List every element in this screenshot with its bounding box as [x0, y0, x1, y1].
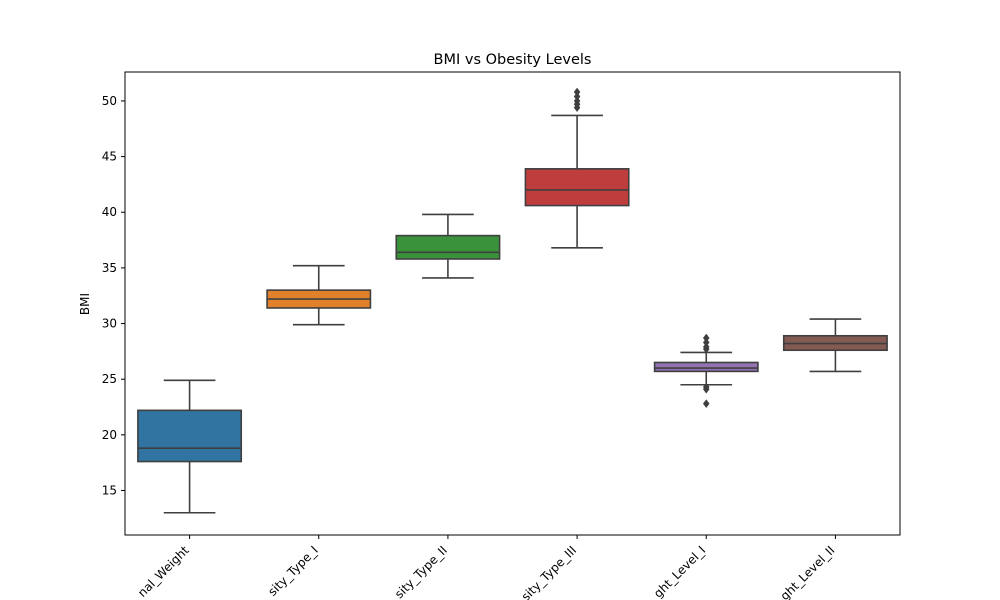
y-tick-label: 20 — [102, 428, 117, 442]
iqr-box — [524, 168, 630, 207]
chart-title: BMI vs Obesity Levels — [434, 52, 592, 68]
x-tick-label: sity_Type_I — [265, 543, 321, 599]
iqr-box — [395, 234, 501, 260]
x-tick-label: nal_Weight — [135, 543, 192, 600]
box-overweight-level-i — [653, 333, 759, 409]
y-tick-label: 40 — [102, 205, 117, 219]
outlier-point — [573, 92, 581, 101]
y-tick-label: 25 — [102, 372, 117, 386]
y-tick-label: 50 — [102, 94, 117, 108]
outlier-point — [702, 382, 710, 392]
outlier-point — [702, 399, 710, 409]
x-axis: nal_Weight sity_Type_I sity_Type_II sity_Ty… — [135, 535, 838, 600]
plot-area — [137, 87, 888, 514]
y-tick-label: 15 — [102, 483, 117, 497]
plot-frame — [124, 71, 901, 536]
box-obesity-type-iii — [524, 87, 630, 249]
iqr-box — [137, 409, 243, 463]
x-tick-label: sity_Type_II — [392, 543, 450, 600]
box-obesity-type-i — [266, 264, 372, 326]
outlier-point — [702, 338, 710, 347]
y-tick-label: 35 — [102, 261, 117, 275]
y-tick-label: 45 — [102, 150, 117, 164]
box-obesity-type-ii — [395, 213, 501, 279]
iqr-box — [653, 361, 759, 373]
outlier-point — [573, 87, 581, 97]
box-overweight-level-ii — [782, 318, 888, 373]
outlier-point — [573, 96, 581, 106]
outlier-point — [702, 342, 710, 352]
outlier-point — [702, 333, 710, 343]
x-tick-label: ght_Level_II — [778, 543, 838, 600]
x-tick-label: ght_Level_I — [651, 543, 708, 600]
y-axis: 15 20 25 30 35 40 45 50 — [102, 94, 125, 497]
box-normal-weight — [137, 379, 243, 514]
y-axis-label: BMI — [78, 293, 92, 315]
x-tick-label: sity_Type_III — [519, 543, 580, 600]
y-tick-label: 30 — [102, 317, 117, 331]
